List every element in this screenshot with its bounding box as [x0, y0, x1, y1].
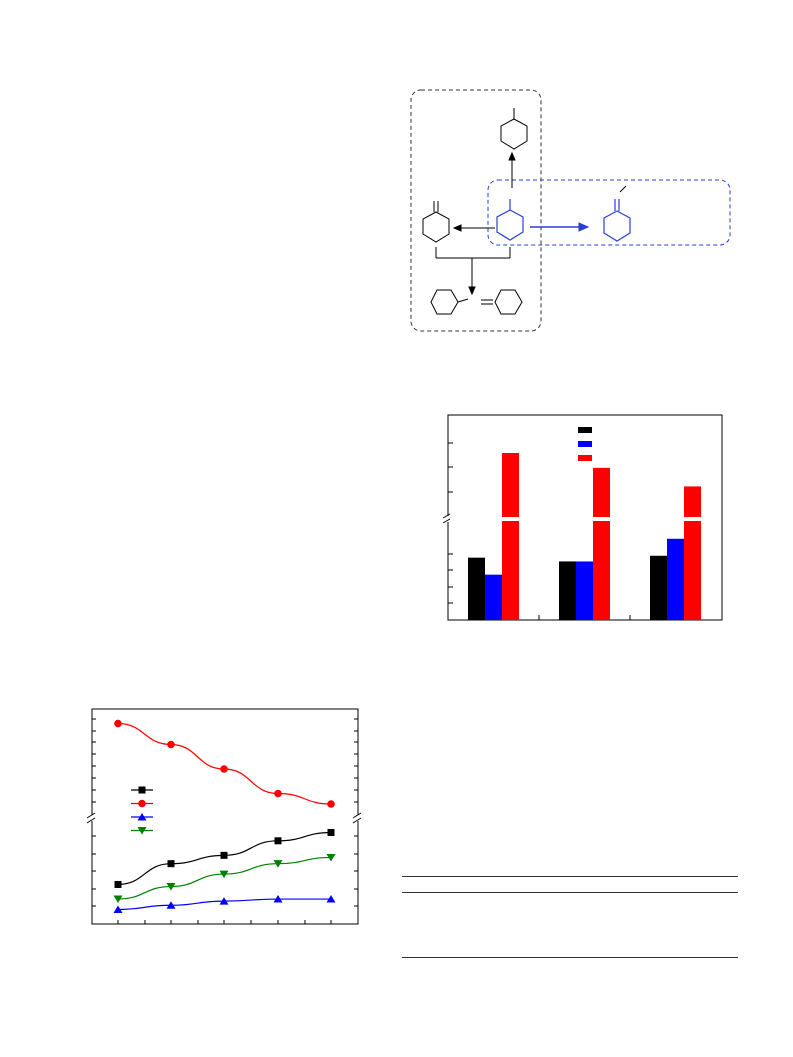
- bar-break-gap: [683, 517, 702, 521]
- scheme-black-dashed-box: [410, 89, 542, 332]
- scheme-blue-dashed-box: [487, 179, 731, 246]
- line-axis-break-mark: [352, 812, 362, 819]
- bar-axis-break-gap: [445, 516, 451, 522]
- line-point: [220, 851, 228, 859]
- line-point: [137, 827, 147, 835]
- table-header-rule: [402, 892, 738, 893]
- line-point: [166, 883, 176, 891]
- line-axis-break-mark: [86, 812, 96, 819]
- bar: [667, 538, 684, 620]
- bar-legend-swatch: [578, 455, 592, 461]
- line-point: [138, 786, 146, 794]
- line-point: [220, 765, 228, 773]
- series-line: [117, 722, 332, 805]
- line-point: [274, 837, 282, 845]
- arrow-left: [452, 224, 495, 232]
- bar-axis-break-mark: [442, 513, 451, 519]
- bar: [559, 561, 576, 620]
- arrow-up: [508, 151, 516, 188]
- line-point: [113, 895, 123, 904]
- table-bottom-rule: [402, 957, 738, 958]
- bar: [593, 467, 610, 620]
- line-axis-break-mark: [352, 817, 362, 824]
- line-point: [273, 860, 283, 868]
- methylcyclohexane-center: [496, 199, 524, 241]
- bar-axis-break-mark: [442, 518, 451, 524]
- line-axis-break-mark: [86, 817, 96, 824]
- methylenecyclohexane-left: [422, 201, 450, 243]
- line-point: [167, 860, 175, 868]
- bar: [468, 557, 485, 620]
- line-point: [219, 897, 229, 905]
- line-point: [138, 799, 146, 808]
- line-point: [137, 813, 147, 821]
- cyclohexyl-dimer: [430, 289, 469, 315]
- bar-break-gap: [592, 517, 611, 521]
- line-point: [167, 740, 175, 749]
- bar-break-gap: [501, 517, 520, 521]
- line-point: [327, 800, 335, 808]
- table-top-rule: [402, 876, 738, 877]
- line-point: [166, 901, 176, 909]
- line-point: [327, 828, 335, 836]
- methylcyclohexane-top: [500, 108, 528, 150]
- line-point: [326, 895, 336, 903]
- bar: [576, 561, 593, 620]
- line-point: [273, 895, 283, 903]
- line-axis-break-gap: [89, 815, 95, 821]
- line-point: [114, 880, 122, 888]
- methylenecyclohexane-dimer: [481, 289, 523, 315]
- bar: [485, 574, 502, 620]
- arrow-right-blue: [530, 222, 590, 232]
- bar-legend-swatch: [578, 441, 592, 447]
- methylenecyclohexane-right: [603, 185, 631, 242]
- bar: [502, 453, 519, 620]
- bar-legend-swatch: [578, 427, 592, 433]
- line-point: [113, 905, 123, 913]
- line-point: [274, 789, 282, 798]
- line-point: [326, 853, 336, 862]
- bar: [650, 555, 667, 620]
- line-point: [114, 719, 122, 728]
- line-point: [219, 870, 229, 879]
- dimerization-arrow: [435, 247, 511, 296]
- series-line: [117, 856, 332, 900]
- line-axis-break-gap: [355, 815, 361, 821]
